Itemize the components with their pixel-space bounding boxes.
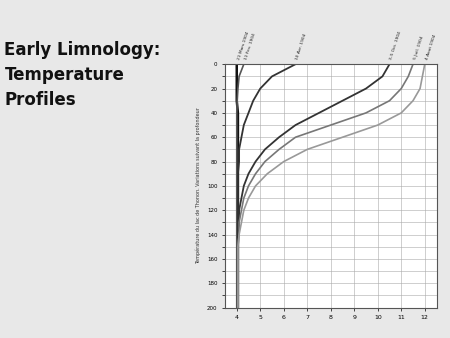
Text: 11 Fev. 1904: 11 Fev. 1904 (244, 32, 256, 60)
Text: Early Limnology:
Temperature
Profiles: Early Limnology: Temperature Profiles (4, 41, 161, 108)
Text: 5 Juil. 1904: 5 Juil. 1904 (413, 35, 424, 60)
Text: 3-5 Oct. 1904: 3-5 Oct. 1904 (390, 30, 403, 60)
Y-axis label: Température du lac de Thonon. Variations suivant la profondeur: Température du lac de Thonon. Variations… (196, 107, 201, 264)
Text: 4 Aout 1904: 4 Aout 1904 (425, 33, 437, 60)
Text: 10 Avr. 1904: 10 Avr. 1904 (296, 33, 308, 60)
Text: 21 Mars 1904: 21 Mars 1904 (237, 31, 250, 60)
